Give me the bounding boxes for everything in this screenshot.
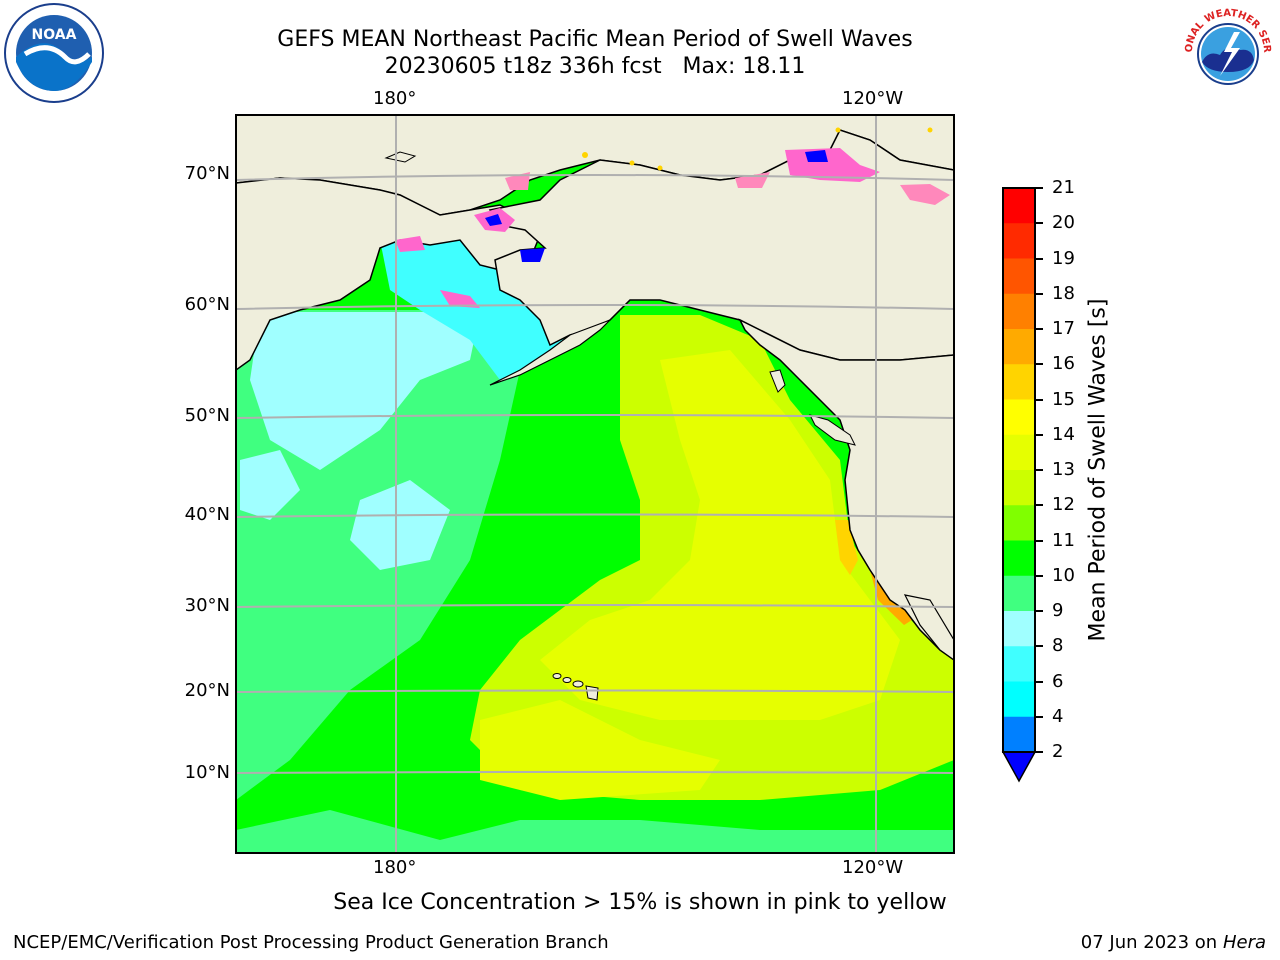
- colorbar-tick-label: 6: [1052, 670, 1064, 692]
- lat-label-40n: 40°N: [184, 504, 230, 525]
- nws-logo: NATIONAL WEATHER SERVICE: [1178, 0, 1276, 98]
- credit-branch: NCEP/EMC/Verification Post Processing Pr…: [13, 932, 609, 953]
- colorbar-bin: [1003, 470, 1035, 506]
- colorbar-tick-label: 20: [1052, 212, 1075, 234]
- colorbar-bin: [1003, 611, 1035, 647]
- colorbar-bin: [1003, 188, 1035, 224]
- colorbar-tick-label: 14: [1052, 423, 1075, 445]
- map-title: GEFS MEAN Northeast Pacific Mean Period …: [277, 27, 913, 52]
- colorbar-bin: [1003, 399, 1035, 436]
- colorbar-tick-mark: [1035, 398, 1043, 401]
- colorbar-tick-mark: [1035, 751, 1043, 753]
- colorbar-title: Mean Period of Swell Waves [s]: [1085, 298, 1111, 642]
- credit-date: 07 Jun 2023 on Hera: [1080, 932, 1266, 953]
- colorbar-bin: [1003, 223, 1035, 259]
- colorbar-tick-label: 12: [1052, 494, 1075, 516]
- colorbar-tick-label: 21: [1052, 177, 1075, 198]
- lon-bottom-120w: 120°W: [842, 857, 904, 878]
- colorbar-tick-label: 19: [1052, 247, 1075, 269]
- colorbar-tick-label: 10: [1052, 564, 1075, 586]
- colorbar-bin: [1003, 329, 1035, 365]
- svg-text:NOAA: NOAA: [32, 27, 77, 43]
- colorbar-tick-mark: [1035, 292, 1043, 295]
- colorbar-bin: [1003, 681, 1035, 718]
- colorbar-bin: [1003, 716, 1035, 753]
- lat-label-30n: 30°N: [184, 595, 230, 616]
- lat-label-60n: 60°N: [184, 294, 230, 315]
- noaa-logo: NOAA: [4, 3, 104, 103]
- colorbar-bin: [1003, 434, 1035, 471]
- colorbar-tick-mark: [1035, 328, 1043, 330]
- map-subtitle: 20230605 t18z 336h fcst Max: 18.11: [384, 54, 806, 79]
- colorbar-tick-mark: [1035, 645, 1043, 648]
- graticule: [236, 115, 954, 853]
- colorbar-bin: [1003, 540, 1035, 577]
- colorbar-tick-label: 4: [1052, 705, 1064, 727]
- colorbar-bin: [1003, 575, 1035, 612]
- colorbar-tick-label: 13: [1052, 459, 1075, 480]
- colorbar-extend-arrow: [1001, 751, 1037, 783]
- colorbar-tick-label: 11: [1052, 529, 1075, 551]
- colorbar-bin: [1003, 505, 1035, 541]
- colorbar-bin: [1003, 293, 1035, 330]
- colorbar-tick-mark: [1035, 574, 1043, 577]
- lon-bottom-180: 180°: [373, 857, 417, 878]
- lat-label-20n: 20°N: [184, 680, 230, 701]
- colorbar-tick-mark: [1035, 504, 1043, 507]
- colorbar-tick-mark: [1035, 187, 1043, 189]
- colorbar-tick-mark: [1035, 539, 1043, 542]
- colorbar-tick-mark: [1035, 257, 1043, 260]
- colorbar-tick-mark: [1035, 222, 1043, 225]
- colorbar-tick-mark: [1035, 469, 1043, 471]
- colorbar-tick-label: 17: [1052, 318, 1075, 339]
- lat-label-50n: 50°N: [184, 405, 230, 426]
- colorbar-tick-label: 18: [1052, 282, 1075, 304]
- colorbar-tick-label: 15: [1052, 388, 1075, 410]
- colorbar-tick-mark: [1035, 680, 1043, 683]
- colorbar: [1001, 187, 1037, 783]
- colorbar-tick-mark: [1035, 610, 1043, 612]
- colorbar-bin: [1003, 364, 1035, 400]
- credit-host: Hera: [1222, 932, 1266, 953]
- colorbar-tick-label: 9: [1052, 600, 1064, 621]
- colorbar-tick-label: 16: [1052, 353, 1075, 375]
- lat-label-70n: 70°N: [184, 163, 230, 184]
- colorbar-tick-label: 8: [1052, 635, 1064, 657]
- sea-ice-caption: Sea Ice Concentration > 15% is shown in …: [333, 890, 947, 915]
- colorbar-tick-mark: [1035, 433, 1043, 436]
- colorbar-bin: [1003, 646, 1035, 682]
- colorbar-tick-mark: [1035, 715, 1043, 718]
- lon-top-180: 180°: [373, 88, 417, 109]
- lon-top-120w: 120°W: [842, 88, 904, 109]
- lat-label-10n: 10°N: [184, 762, 230, 783]
- colorbar-tick-mark: [1035, 363, 1043, 366]
- colorbar-bin: [1003, 258, 1035, 295]
- colorbar-tick-label: 2: [1052, 741, 1064, 762]
- sea-ice: [395, 127, 950, 308]
